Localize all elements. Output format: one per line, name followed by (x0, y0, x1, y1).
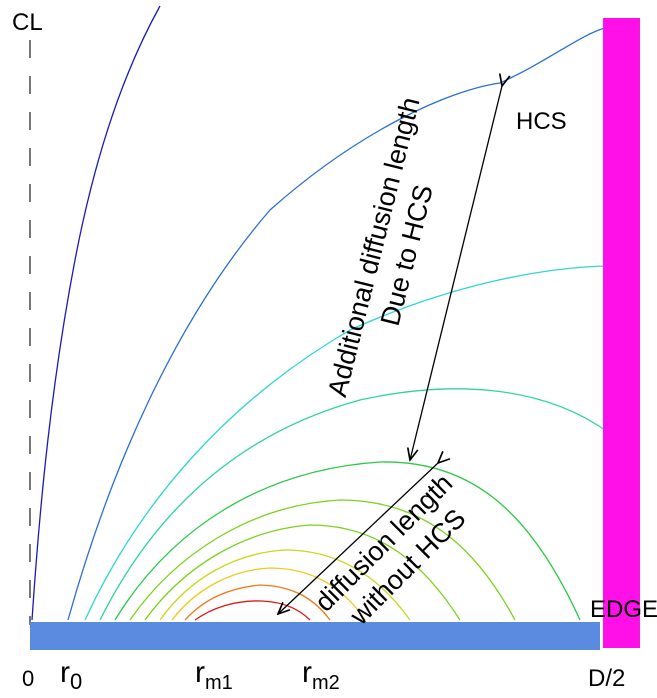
contour-line-10 (184, 584, 331, 621)
r0-main: r (60, 656, 70, 689)
rm2-sub: m2 (312, 672, 340, 694)
origin-label: 0 (22, 666, 34, 691)
arrow-additional-diffusion (410, 86, 502, 460)
r0-label: r0 (60, 656, 82, 694)
contour-line-2 (67, 27, 606, 621)
rm1-main: r (195, 656, 205, 689)
contour-line-3 (84, 265, 606, 621)
r0-sub: 0 (70, 669, 82, 694)
rm1-sub: m1 (205, 672, 233, 694)
rm2-main: r (302, 656, 312, 689)
arrow-diffusion-without-hcs (278, 463, 438, 614)
rm1-label: rm1 (195, 656, 233, 694)
hcs-bar (603, 18, 640, 648)
rm2-label: rm2 (302, 656, 340, 694)
contour-line-1 (31, 5, 161, 621)
contour-lines (31, 5, 606, 621)
hcs-label: HCS (516, 108, 567, 135)
contour-line-4 (99, 388, 606, 621)
cl-label: CL (12, 9, 43, 36)
annotation-additional: Additional diffusion length Due to HCS (322, 94, 439, 399)
half-diameter-label: D/2 (588, 665, 625, 692)
base-bar (30, 622, 600, 650)
contour-line-11 (194, 600, 311, 621)
edge-label: EDGE (590, 596, 657, 623)
